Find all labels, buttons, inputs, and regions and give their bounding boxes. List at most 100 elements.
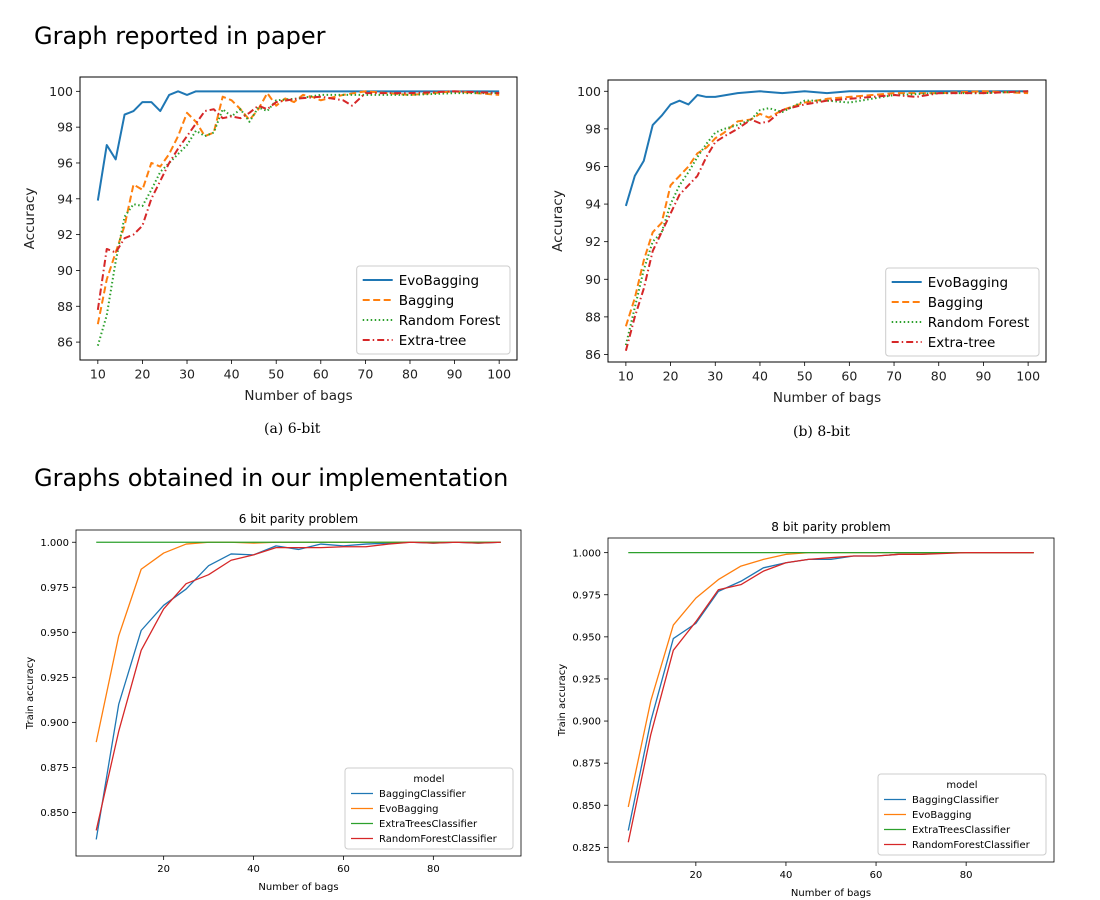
plot-frame bbox=[607, 537, 1055, 863]
y-tick-label: 1.000 bbox=[572, 548, 601, 559]
chart-svg: 10 20 30 40 50 60 70 80 90 100 86 88 90 92 94 96 98 100 Nu… bbox=[22, 76, 518, 404]
legend-label-extra-tree: Extra-tree bbox=[399, 333, 467, 349]
x-tick-label: 80 bbox=[427, 864, 440, 875]
x-tick-label: 50 bbox=[797, 369, 813, 384]
x-tick-label: 10 bbox=[90, 367, 106, 382]
y-tick-label: 0.850 bbox=[40, 808, 69, 819]
x-tick-label: 70 bbox=[886, 369, 902, 384]
series-line-bagging bbox=[96, 90, 500, 325]
series-line-evobagging bbox=[627, 552, 1034, 808]
y-tick-label: 0.900 bbox=[572, 717, 601, 728]
section-heading-implementation: Graphs obtained in our implementation bbox=[34, 464, 509, 492]
x-axis-label: Number of bags bbox=[258, 882, 338, 893]
caption-8bit: (b) 8-bit bbox=[793, 424, 851, 440]
x-tick-label: 20 bbox=[134, 367, 150, 382]
y-tick-label: 96 bbox=[57, 155, 73, 170]
x-tick-label: 80 bbox=[931, 369, 947, 384]
x-tick-label: 70 bbox=[357, 367, 373, 382]
series-line-evobagging bbox=[96, 90, 500, 201]
y-tick-label: 86 bbox=[585, 347, 601, 362]
y-tick-label: 1.000 bbox=[40, 538, 69, 549]
legend: model BaggingClassifier EvoBagging ExtraTre… bbox=[344, 767, 514, 850]
y-tick-label: 0.950 bbox=[40, 628, 69, 639]
y-tick-label: 0.850 bbox=[572, 801, 601, 812]
legend-label-baggingclassifier: BaggingClassifier bbox=[379, 789, 467, 800]
legend-box bbox=[344, 767, 514, 850]
y-tick-label: 90 bbox=[57, 263, 73, 278]
x-tick-label: 90 bbox=[447, 367, 463, 382]
x-tick-label: 40 bbox=[752, 369, 768, 384]
y-tick-label: 0.975 bbox=[572, 590, 601, 601]
y-tick-label: 92 bbox=[585, 234, 601, 249]
y-tick-label: 100 bbox=[577, 84, 601, 99]
x-tick-label: 80 bbox=[960, 870, 973, 881]
series-line-bagging bbox=[624, 90, 1029, 327]
legend-label-baggingclassifier: BaggingClassifier bbox=[912, 795, 1000, 806]
x-tick-label: 40 bbox=[247, 864, 260, 875]
y-axis-label: Accuracy bbox=[550, 190, 566, 252]
legend-title: model bbox=[946, 780, 977, 791]
y-tick-label: 0.925 bbox=[572, 675, 601, 686]
y-tick-label: 86 bbox=[57, 335, 73, 350]
x-axis-label: Number of bags bbox=[244, 388, 352, 404]
series-line-evobagging bbox=[624, 90, 1029, 207]
y-tick-label: 0.875 bbox=[572, 759, 601, 770]
section-heading-paper: Graph reported in paper bbox=[34, 22, 326, 50]
plot-frame bbox=[75, 529, 522, 857]
y-tick-label: 88 bbox=[57, 299, 73, 314]
y-tick-label: 96 bbox=[585, 159, 601, 174]
legend-label-evobagging: EvoBagging bbox=[379, 804, 439, 815]
y-tick-label: 94 bbox=[57, 191, 73, 206]
y-axis-label: Accuracy bbox=[22, 188, 38, 250]
x-tick-label: 40 bbox=[224, 367, 240, 382]
x-tick-label: 30 bbox=[707, 369, 723, 384]
chart-impl-6bit: 20 40 60 80 0.850 0.875 0.900 0.925 0.950 0.975 1.… bbox=[0, 0, 540, 900]
y-tick-label: 0.950 bbox=[572, 632, 601, 643]
x-tick-label: 90 bbox=[975, 369, 991, 384]
y-tick-label: 0.875 bbox=[40, 763, 69, 774]
legend: EvoBagging Bagging Random Forest Extra-tree bbox=[885, 267, 1040, 357]
chart-paper-8bit: 10 20 30 40 50 60 70 80 90 100 86 88 90 92 94 96 98 100 Nu… bbox=[0, 0, 1100, 420]
legend-label-randomforestclassifier: RandomForestClassifier bbox=[379, 834, 498, 845]
legend-label-bagging: Bagging bbox=[928, 295, 984, 311]
x-tick-label: 10 bbox=[618, 369, 634, 384]
series-line-randomforestclassifier bbox=[95, 541, 501, 831]
chart-svg: 10 20 30 40 50 60 70 80 90 100 86 88 90 92 94 96 98 100 Nu… bbox=[550, 79, 1047, 406]
y-tick-label: 0.900 bbox=[40, 718, 69, 729]
x-tick-label: 100 bbox=[487, 367, 511, 382]
y-tick-label: 98 bbox=[57, 120, 73, 135]
chart-title: 6 bit parity problem bbox=[239, 512, 358, 526]
legend-label-evobagging: EvoBagging bbox=[928, 275, 1008, 291]
x-tick-label: 80 bbox=[402, 367, 418, 382]
y-tick-label: 0.925 bbox=[40, 673, 69, 684]
legend-label-evobagging: EvoBagging bbox=[912, 810, 972, 821]
x-tick-label: 60 bbox=[870, 870, 883, 881]
x-tick-label: 40 bbox=[780, 870, 793, 881]
y-tick-label: 88 bbox=[585, 309, 601, 324]
chart-title: 8 bit parity problem bbox=[771, 520, 890, 534]
legend-label-random-forest: Random Forest bbox=[928, 315, 1030, 331]
legend-label-random-forest: Random Forest bbox=[399, 313, 501, 329]
series-line-extra-tree bbox=[624, 90, 1029, 351]
legend-box bbox=[877, 773, 1047, 856]
legend-label-extratreesclassifier: ExtraTreesClassifier bbox=[379, 819, 478, 830]
x-tick-label: 30 bbox=[179, 367, 195, 382]
x-axis-label: Number of bags bbox=[773, 390, 881, 406]
legend-label-randomforestclassifier: RandomForestClassifier bbox=[912, 840, 1031, 851]
y-tick-label: 0.975 bbox=[40, 583, 69, 594]
plot-frame bbox=[607, 79, 1047, 363]
chart-paper-6bit: 10 20 30 40 50 60 70 80 90 100 86 88 90 92 94 96 98 100 Nu… bbox=[0, 0, 540, 420]
x-tick-label: 20 bbox=[689, 870, 702, 881]
legend-label-evobagging: EvoBagging bbox=[399, 273, 479, 289]
chart-svg: 20 40 60 80 0.850 0.875 0.900 0.925 0.950 0.975 1.… bbox=[25, 512, 522, 893]
caption-6bit: (a) 6-bit bbox=[264, 421, 321, 437]
x-axis-label: Number of bags bbox=[791, 888, 871, 899]
legend: EvoBagging Bagging Random Forest Extra-tree bbox=[356, 265, 511, 355]
legend-box bbox=[885, 267, 1040, 357]
series-line-extra-tree bbox=[96, 90, 500, 310]
x-tick-label: 20 bbox=[157, 864, 170, 875]
legend-label-extra-tree: Extra-tree bbox=[928, 335, 996, 351]
x-tick-label: 60 bbox=[313, 367, 329, 382]
